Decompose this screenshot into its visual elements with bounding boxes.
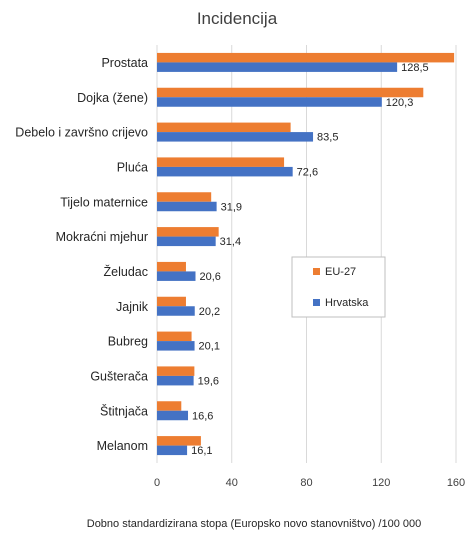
- legend-label-eu27: EU-27: [325, 266, 356, 278]
- legend-swatch-hrvatska: [313, 299, 320, 306]
- bar-eu27: [157, 296, 186, 307]
- bar-hrvatska: [157, 410, 189, 421]
- bar-hrvatska: [157, 62, 398, 72]
- x-tick-label: 80: [300, 477, 312, 489]
- bar-eu27: [157, 122, 291, 133]
- data-labels: 128,5 120,3 83,5 72,6 31,9 31,4 20,6 20,2 20,1 19…: [191, 62, 429, 457]
- bar-eu27: [157, 366, 195, 376]
- bar-hrvatska: [157, 236, 216, 247]
- legend: EU-27 Hrvatska: [291, 256, 386, 318]
- category-label: Želudac: [104, 264, 148, 279]
- bar-hrvatska: [157, 445, 188, 456]
- category-label: Dojka (žene): [77, 91, 148, 105]
- category-label: Prostata: [101, 56, 148, 70]
- category-label: Mokraćni mjehur: [56, 230, 148, 244]
- bar-eu27: [157, 436, 201, 446]
- category-labels: Prostata Dojka (žene) Debelo i završno cri…: [15, 56, 148, 453]
- category-label: Debelo i završno crijevo: [15, 126, 148, 140]
- data-label: 31,4: [220, 236, 241, 248]
- x-tick-label: 40: [226, 477, 238, 489]
- data-label: 20,6: [199, 271, 220, 283]
- x-tick-label: 0: [154, 477, 160, 489]
- category-label: Pluća: [117, 160, 148, 174]
- data-label: 83,5: [317, 132, 338, 144]
- bar-hrvatska: [157, 341, 195, 351]
- bars-group: [157, 52, 455, 456]
- bar-hrvatska: [157, 306, 195, 316]
- bar-hrvatska: [157, 166, 293, 177]
- category-label: Gušterača: [90, 369, 148, 383]
- bar-eu27: [157, 192, 212, 202]
- data-label: 31,9: [221, 201, 242, 213]
- x-tick-label: 120: [372, 477, 390, 489]
- bar-hrvatska: [157, 97, 382, 107]
- data-label: 19,6: [198, 375, 219, 387]
- bar-eu27: [157, 157, 285, 167]
- bar-eu27: [157, 401, 182, 411]
- gridlines: [156, 45, 457, 463]
- legend-swatch-eu27: [313, 268, 320, 275]
- bar-eu27: [157, 52, 455, 63]
- category-label: Bubreg: [108, 335, 148, 349]
- category-label: Jajnik: [116, 300, 149, 314]
- category-label: Štitnjača: [100, 403, 148, 418]
- bar-hrvatska: [157, 201, 217, 212]
- bar-hrvatska: [157, 132, 314, 142]
- bar-eu27: [157, 331, 192, 342]
- data-label: 16,6: [192, 410, 213, 422]
- x-axis-label: Dobno standardizirana stopa (Europsko no…: [87, 518, 422, 530]
- bar-eu27: [157, 261, 186, 272]
- bar-hrvatska: [157, 271, 196, 281]
- legend-box: [291, 256, 386, 318]
- data-label: 120,3: [386, 97, 414, 109]
- data-label: 72,6: [297, 166, 318, 178]
- data-label: 16,1: [191, 445, 212, 457]
- data-label: 20,1: [199, 341, 220, 353]
- x-tick-labels: 0 40 80 120 160: [154, 477, 465, 489]
- category-label: Tijelo maternice: [60, 195, 148, 209]
- data-label: 20,2: [199, 306, 220, 318]
- x-tick-label: 160: [447, 477, 465, 489]
- category-label: Melanom: [97, 439, 148, 453]
- data-label: 128,5: [401, 62, 429, 74]
- bar-eu27: [157, 87, 424, 98]
- bar-hrvatska: [157, 375, 194, 386]
- legend-label-hrvatska: Hrvatska: [325, 297, 369, 309]
- bar-eu27: [157, 227, 219, 237]
- chart-title: Incidencija: [197, 9, 278, 28]
